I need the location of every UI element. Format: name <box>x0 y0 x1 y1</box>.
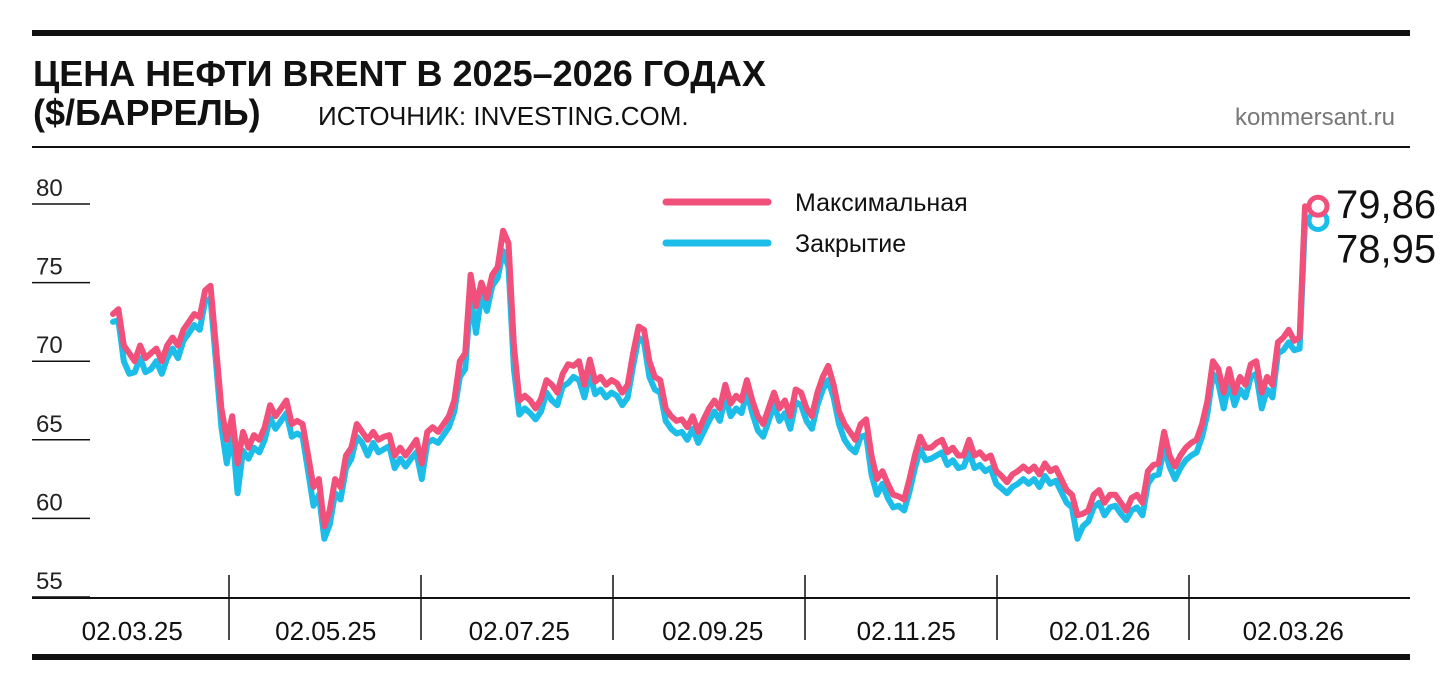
y-tick-label: 80 <box>36 175 63 202</box>
brand: kommersant.ru <box>1235 104 1395 131</box>
y-tick-label: 75 <box>36 254 63 281</box>
x-tick-label: 02.01.26 <box>1049 616 1150 646</box>
end-marker <box>1306 194 1330 218</box>
top-rule <box>32 30 1410 36</box>
end-label: 78,95 <box>1336 228 1436 272</box>
legend-label: Максимальная <box>795 189 968 217</box>
y-tick-label: 70 <box>36 332 63 359</box>
x-axis-line <box>32 597 1410 599</box>
legend-label: Закрытие <box>795 230 906 258</box>
x-tick-label: 02.11.25 <box>857 616 956 646</box>
x-tick-label: 02.03.26 <box>1243 616 1344 646</box>
y-tick-label: 60 <box>36 489 63 516</box>
y-tick-label: 55 <box>36 568 63 595</box>
series-line <box>110 203 1308 530</box>
end-label: 79,86 <box>1336 183 1436 227</box>
bottom-rule <box>32 654 1410 660</box>
header-rule <box>32 146 1410 148</box>
series-line <box>110 217 1308 542</box>
chart-title: ЦЕНА НЕФТИ BRENT В 2025–2026 ГОДАХ <box>33 53 766 94</box>
y-tick-label: 65 <box>36 411 63 438</box>
x-tick-label: 02.03.25 <box>82 616 183 646</box>
x-tick-label: 02.05.25 <box>275 616 376 646</box>
source: ИСТОЧНИК: INVESTING.COM. <box>318 101 689 131</box>
x-tick-label: 02.09.25 <box>662 616 763 646</box>
chart-unit: ($/БАРРЕЛЬ) <box>33 92 261 133</box>
x-tick-label: 02.07.25 <box>469 616 570 646</box>
